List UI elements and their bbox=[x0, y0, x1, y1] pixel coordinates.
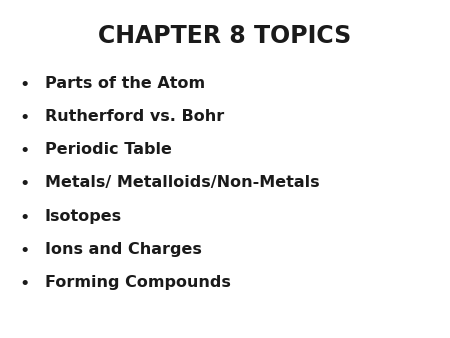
Text: Forming Compounds: Forming Compounds bbox=[45, 275, 231, 290]
Text: CHAPTER 8 TOPICS: CHAPTER 8 TOPICS bbox=[99, 24, 351, 48]
Text: Parts of the Atom: Parts of the Atom bbox=[45, 76, 205, 91]
Text: Rutherford vs. Bohr: Rutherford vs. Bohr bbox=[45, 109, 224, 124]
Text: Ions and Charges: Ions and Charges bbox=[45, 242, 202, 257]
Text: •: • bbox=[19, 142, 30, 160]
Text: •: • bbox=[19, 242, 30, 260]
Text: Metals/ Metalloids/Non-Metals: Metals/ Metalloids/Non-Metals bbox=[45, 175, 320, 190]
Text: Isotopes: Isotopes bbox=[45, 209, 122, 223]
Text: •: • bbox=[19, 76, 30, 94]
Text: •: • bbox=[19, 175, 30, 193]
Text: Periodic Table: Periodic Table bbox=[45, 142, 172, 157]
Text: •: • bbox=[19, 275, 30, 293]
Text: •: • bbox=[19, 209, 30, 226]
Text: •: • bbox=[19, 109, 30, 127]
